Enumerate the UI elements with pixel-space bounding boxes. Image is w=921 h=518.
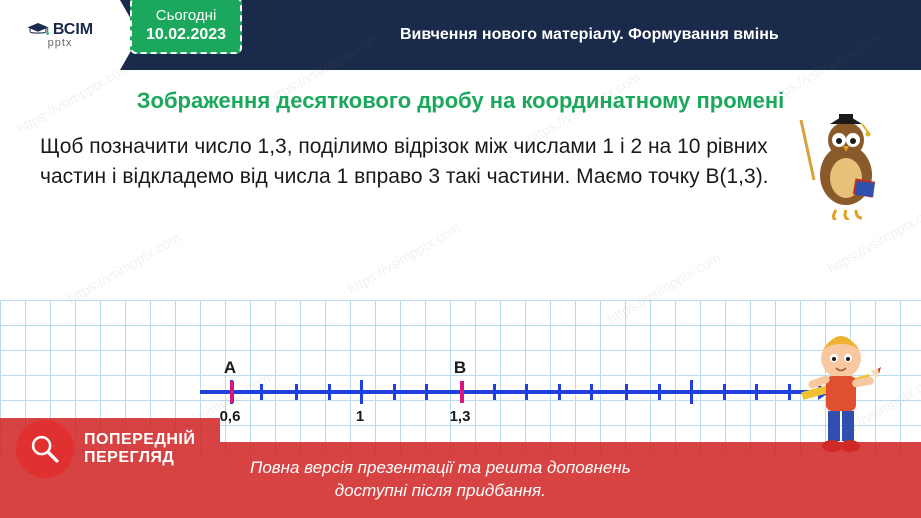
minor-tick bbox=[493, 384, 496, 400]
logo-sub-text: pptx bbox=[48, 37, 73, 49]
owl-teacher-illustration bbox=[796, 110, 886, 220]
minor-tick bbox=[625, 384, 628, 400]
slide-body-text: Щоб позначити число 1,3, поділимо відріз… bbox=[0, 132, 921, 193]
minor-tick bbox=[425, 384, 428, 400]
preview-label-line1: ПОПЕРЕДНІЙ bbox=[84, 431, 195, 449]
tick-label: 1,3 bbox=[450, 408, 471, 425]
minor-tick bbox=[788, 384, 791, 400]
minor-tick bbox=[590, 384, 593, 400]
date-badge: Сьогодні 10.02.2023 bbox=[130, 0, 242, 54]
minor-tick bbox=[525, 384, 528, 400]
graduation-hat-icon bbox=[27, 23, 49, 37]
preview-strip-message: Повна версія презентації та решта доповн… bbox=[250, 457, 631, 503]
number-line: 0,611,3АВ bbox=[200, 390, 820, 394]
minor-tick bbox=[755, 384, 758, 400]
tick-label: 0,6 bbox=[220, 408, 241, 425]
preview-overlay-strip: ПОПЕРЕДНІЙ ПЕРЕГЛЯД Повна версія презент… bbox=[0, 442, 921, 518]
point-marker-label: А bbox=[224, 358, 236, 378]
minor-tick bbox=[723, 384, 726, 400]
date-value: 10.02.2023 bbox=[146, 26, 226, 44]
point-marker bbox=[230, 381, 234, 403]
major-tick bbox=[360, 380, 363, 404]
preview-badge: ПОПЕРЕДНІЙ ПЕРЕГЛЯД bbox=[16, 420, 195, 478]
slide-title: Зображення десяткового дробу на координа… bbox=[0, 88, 921, 114]
minor-tick bbox=[658, 384, 661, 400]
logo-area: ВСІМ pptx bbox=[0, 0, 120, 70]
date-today-label: Сьогодні bbox=[146, 7, 226, 24]
header-title: Вивчення нового матеріалу. Формування вм… bbox=[400, 26, 779, 44]
minor-tick bbox=[260, 384, 263, 400]
preview-label-line2: ПЕРЕГЛЯД bbox=[84, 449, 195, 467]
point-marker-label: В bbox=[454, 358, 466, 378]
preview-badge-text: ПОПЕРЕДНІЙ ПЕРЕГЛЯД bbox=[84, 431, 195, 466]
minor-tick bbox=[328, 384, 331, 400]
preview-msg-line2: доступні після придбання. bbox=[250, 480, 631, 503]
watermark: https://vsimpptx.com bbox=[65, 229, 183, 307]
tick-label: 1 bbox=[356, 408, 364, 425]
point-marker bbox=[460, 381, 464, 403]
watermark: https://vsimpptx.com bbox=[345, 219, 463, 297]
minor-tick bbox=[393, 384, 396, 400]
magnifier-icon bbox=[16, 420, 74, 478]
preview-msg-line1: Повна версія презентації та решта доповн… bbox=[250, 457, 631, 480]
boy-pencil-illustration bbox=[796, 328, 886, 458]
minor-tick bbox=[558, 384, 561, 400]
major-tick bbox=[690, 380, 693, 404]
minor-tick bbox=[295, 384, 298, 400]
slide-header: ВСІМ pptx Сьогодні 10.02.2023 Вивчення н… bbox=[0, 0, 921, 70]
